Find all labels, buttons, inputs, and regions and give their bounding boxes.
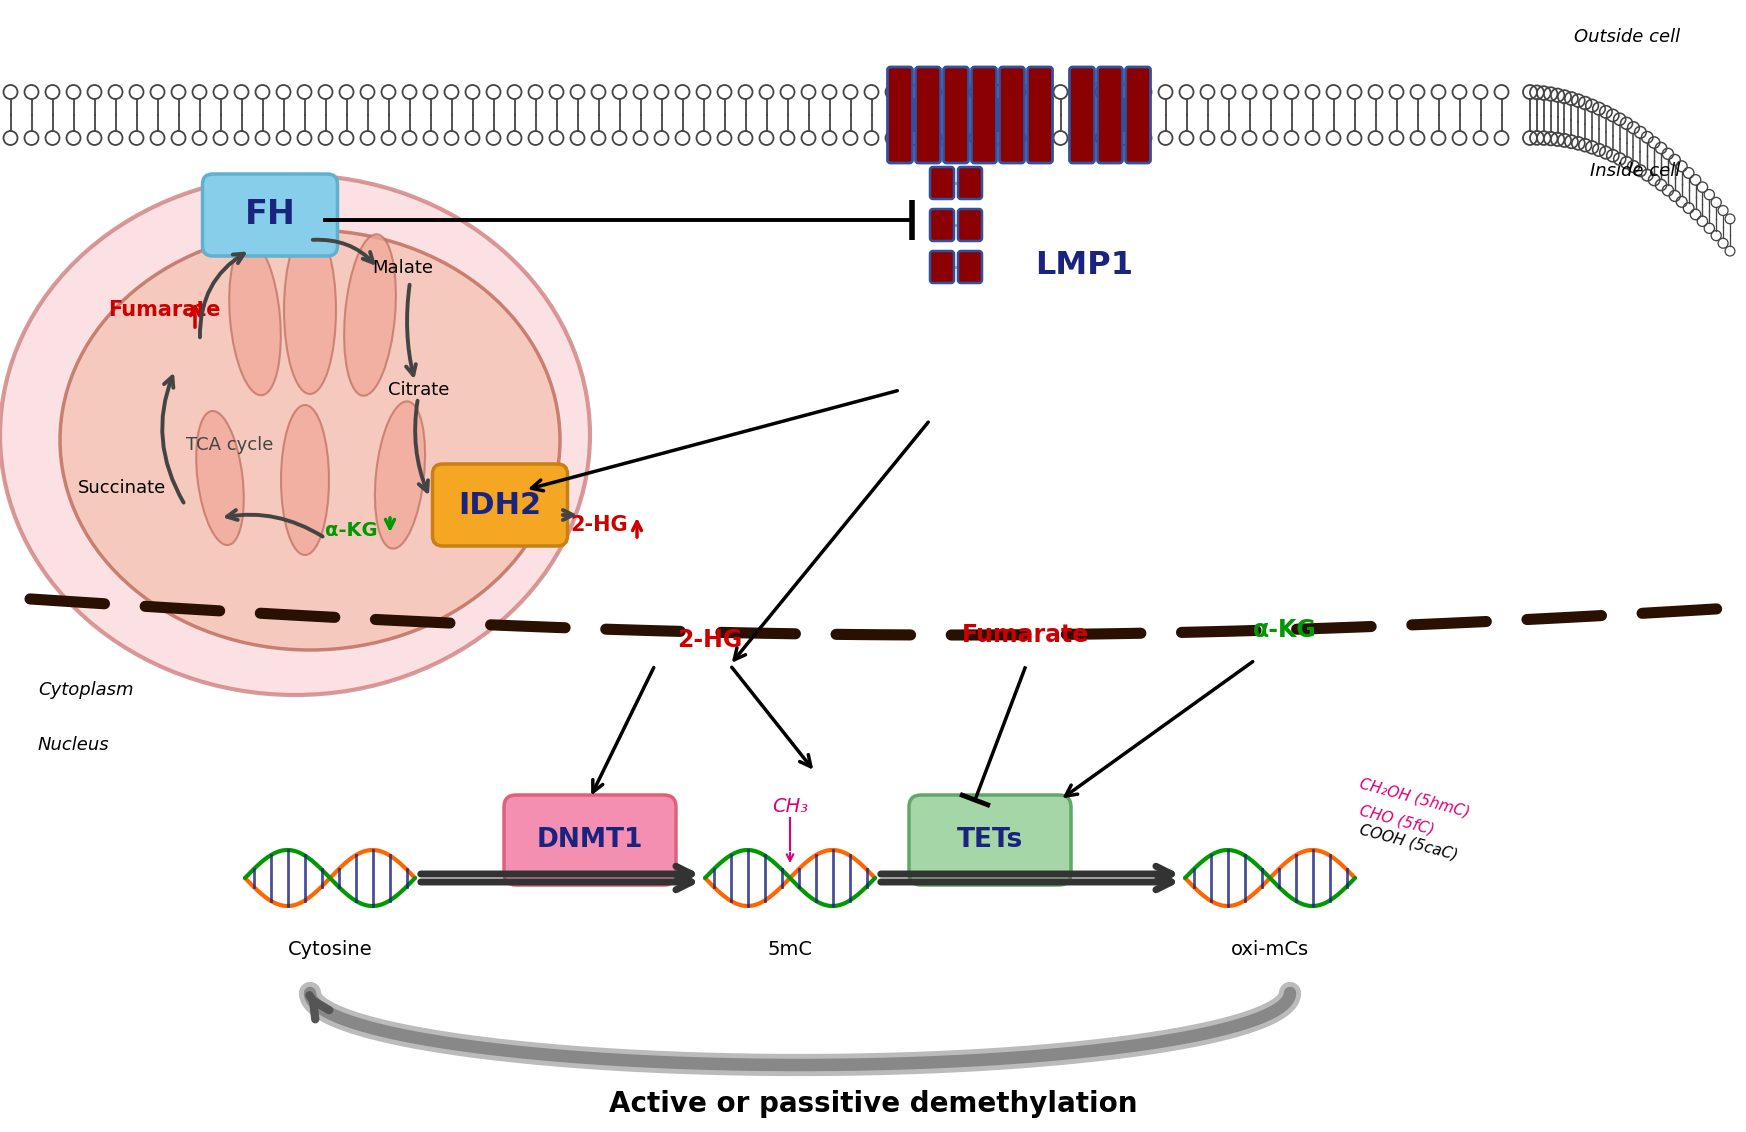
Text: CH₃: CH₃ [772,797,808,816]
Text: 2-HG: 2-HG [569,515,627,535]
FancyBboxPatch shape [1070,67,1095,163]
FancyBboxPatch shape [959,168,981,199]
FancyBboxPatch shape [887,67,913,163]
Text: α-KG: α-KG [325,521,377,540]
Text: 2-HG: 2-HG [677,628,742,652]
Text: CH₂OH (5hmC): CH₂OH (5hmC) [1358,777,1472,820]
Text: Nucleus: Nucleus [38,736,110,754]
FancyBboxPatch shape [1126,67,1151,163]
FancyBboxPatch shape [1098,67,1123,163]
FancyBboxPatch shape [931,209,953,241]
Text: Succinate: Succinate [79,479,166,497]
FancyBboxPatch shape [931,168,953,199]
Ellipse shape [0,175,590,695]
Text: FH: FH [244,198,295,232]
FancyBboxPatch shape [910,795,1070,885]
Text: IDH2: IDH2 [459,490,541,520]
FancyBboxPatch shape [1027,67,1053,163]
FancyBboxPatch shape [433,464,567,546]
Text: oxi-mCs: oxi-mCs [1231,940,1310,959]
FancyBboxPatch shape [203,174,337,256]
Text: DNMT1: DNMT1 [536,827,643,854]
FancyBboxPatch shape [931,251,953,283]
Text: Active or passitive demethylation: Active or passitive demethylation [609,1090,1137,1118]
Text: Malate: Malate [372,259,433,277]
Text: Inside cell: Inside cell [1591,162,1680,180]
Text: Fumarate: Fumarate [962,623,1088,648]
Text: Cytosine: Cytosine [288,940,372,959]
Text: Cytoplasm: Cytoplasm [38,681,133,698]
FancyBboxPatch shape [505,795,676,885]
Ellipse shape [285,226,335,394]
Text: α-KG: α-KG [1254,618,1316,642]
FancyBboxPatch shape [999,67,1025,163]
Text: Outside cell: Outside cell [1573,28,1680,46]
Ellipse shape [196,411,244,544]
Ellipse shape [344,234,396,396]
Ellipse shape [59,230,560,650]
FancyBboxPatch shape [915,67,941,163]
Text: LMP1: LMP1 [1035,249,1133,281]
Text: Citrate: Citrate [388,381,449,398]
Text: Fumarate: Fumarate [108,300,220,320]
Text: COOH (5caC): COOH (5caC) [1358,822,1460,863]
Ellipse shape [281,405,328,555]
Text: 5mC: 5mC [768,940,812,959]
Text: TCA cycle: TCA cycle [187,436,274,454]
Text: CHO (5fC): CHO (5fC) [1358,803,1435,838]
FancyBboxPatch shape [959,209,981,241]
Ellipse shape [375,402,424,549]
FancyBboxPatch shape [971,67,997,163]
Text: TETs: TETs [957,827,1023,854]
FancyBboxPatch shape [959,251,981,283]
FancyBboxPatch shape [943,67,969,163]
Ellipse shape [229,241,281,395]
